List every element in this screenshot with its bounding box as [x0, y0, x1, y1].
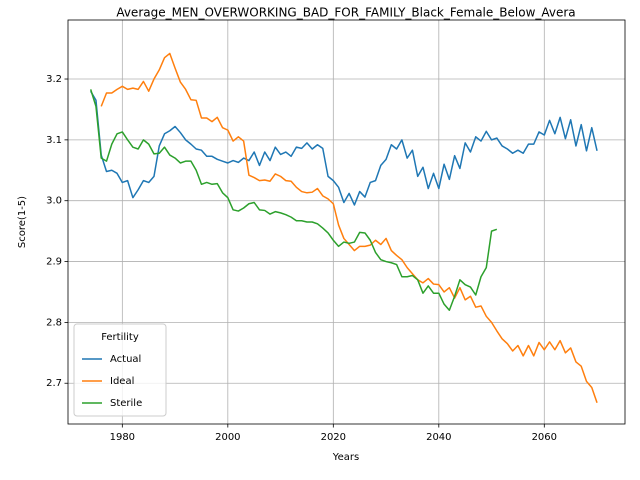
y-tick-label: 2.8	[46, 317, 62, 328]
legend-label: Ideal	[110, 376, 134, 387]
legend-title: Fertility	[101, 332, 139, 343]
x-tick-label: 1980	[110, 432, 135, 443]
x-tick-label: 2040	[426, 432, 451, 443]
y-tick-label: 2.9	[46, 257, 62, 268]
legend-label: Actual	[110, 354, 141, 365]
legend-box	[73, 323, 167, 417]
legend: Fertility Actual Ideal Sterile	[73, 323, 167, 417]
plot-frame	[67, 19, 626, 425]
x-tick-label: 2060	[532, 432, 557, 443]
y-tick-label: 3.1	[46, 135, 62, 146]
y-tick-label: 2.7	[46, 378, 62, 389]
x-axis-label: Years	[332, 452, 359, 463]
data-line	[90, 90, 598, 206]
data-line	[89, 89, 498, 311]
y-tick-label: 3.0	[46, 196, 62, 207]
chart-title: Average_MEN_OVERWORKING_BAD_FOR_FAMILY_B…	[116, 6, 575, 20]
legend-label: Sterile	[110, 398, 142, 409]
y-tick-label: 3.2	[46, 74, 62, 85]
x-tick-label: 2020	[321, 432, 346, 443]
y-axis-label: Score(1-5)	[17, 196, 28, 248]
x-tick-label: 2000	[215, 432, 240, 443]
data-line	[100, 52, 598, 403]
